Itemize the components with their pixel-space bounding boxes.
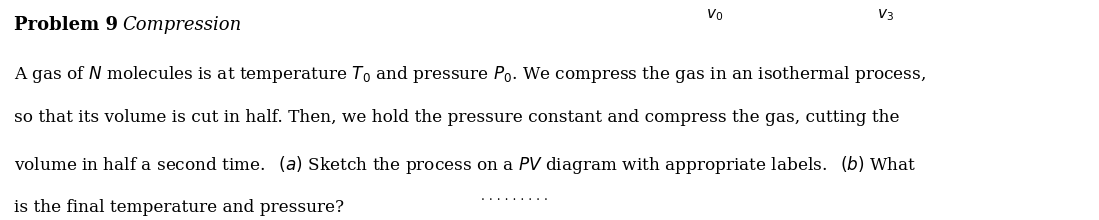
Text: is the final temperature and pressure?: is the final temperature and pressure? bbox=[13, 199, 344, 216]
Text: $v_0$: $v_0$ bbox=[706, 8, 723, 23]
Text: Compression: Compression bbox=[122, 16, 242, 34]
Text: A gas of $N$ molecules is at temperature $T_0$ and pressure $P_0$. We compress t: A gas of $N$ molecules is at temperature… bbox=[13, 64, 925, 85]
Text: Problem 9: Problem 9 bbox=[13, 16, 118, 34]
Text: $v_3$: $v_3$ bbox=[877, 8, 893, 23]
Text: so that its volume is cut in half. Then, we hold the pressure constant and compr: so that its volume is cut in half. Then,… bbox=[13, 109, 899, 126]
Text: . . . . . . . . .: . . . . . . . . . bbox=[480, 190, 547, 203]
Text: volume in half a second time.  $(a)$ Sketch the process on a $PV$ diagram with a: volume in half a second time. $(a)$ Sket… bbox=[13, 154, 917, 176]
